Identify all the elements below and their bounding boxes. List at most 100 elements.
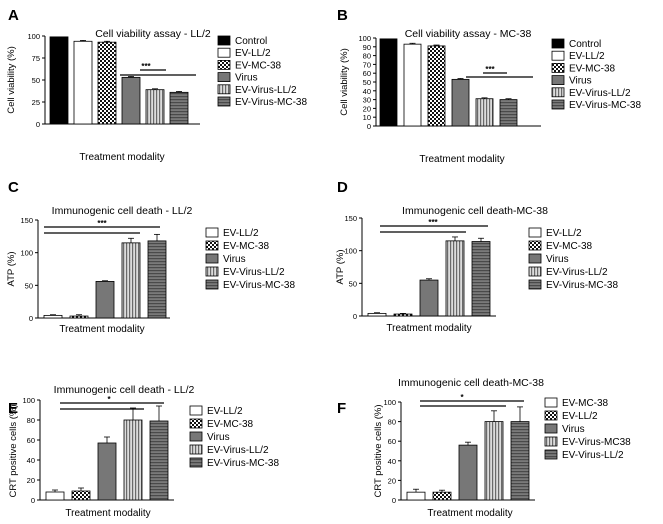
y-tick-label: 60 — [363, 69, 371, 78]
legend-label: Virus — [235, 73, 258, 84]
legend-label: Virus — [569, 76, 592, 87]
x-axis-label: Treatment modality — [386, 323, 471, 334]
y-tick-label: 90 — [363, 43, 371, 52]
legend-swatch — [217, 72, 231, 82]
legend-label: Virus — [207, 432, 230, 443]
legend-label: EV-LL/2 — [207, 406, 243, 417]
bar-ev-mc-38 — [406, 491, 426, 501]
legend-swatch — [528, 266, 542, 277]
bar-ev-ll-2 — [403, 43, 422, 127]
bar-virus — [97, 442, 117, 501]
bar-control — [379, 38, 398, 127]
bar-ev-virus-mc38 — [484, 421, 504, 501]
panel-letter: C — [8, 179, 19, 196]
chart-title: Immunogenic cell death-MC-38 — [402, 205, 548, 217]
y-tick-label: 40 — [363, 87, 371, 96]
legend-label: EV-LL/2 — [562, 411, 598, 422]
panel-letter: F — [337, 400, 346, 417]
y-tick-label: 25 — [32, 98, 40, 107]
legend-label: EV-Virus-LL/2 — [223, 267, 285, 278]
y-tick-label: 0 — [31, 496, 35, 505]
bar-virus — [121, 76, 141, 125]
legend-swatch — [217, 35, 231, 46]
legend-swatch — [217, 60, 231, 70]
y-tick-label: 150 — [20, 216, 33, 225]
legend-swatch — [551, 99, 565, 110]
bar-ev-virus-mc-38 — [169, 91, 189, 125]
significance-label: * — [460, 393, 464, 402]
legend-label: Control — [235, 36, 267, 47]
legend-swatch — [205, 240, 219, 251]
x-axis-label: Treatment modality — [419, 154, 504, 165]
legend-label: EV-Virus-MC-38 — [223, 280, 295, 291]
bar-ev-virus-ll-2 — [123, 419, 143, 501]
legend-label: EV-Virus-LL/2 — [569, 88, 631, 99]
bar-ev-virus-mc-38 — [471, 241, 491, 317]
significance-label: *** — [97, 219, 107, 228]
y-tick-label: 100 — [20, 249, 33, 258]
legend-swatch — [528, 279, 542, 290]
legend-swatch — [205, 227, 219, 238]
y-tick-label: 0 — [36, 120, 40, 129]
y-tick-label: 0 — [392, 496, 396, 505]
legend-swatch — [544, 436, 558, 447]
y-tick-label: 0 — [353, 312, 357, 321]
x-axis-label: Treatment modality — [79, 152, 164, 163]
legend-label: EV-Virus-MC38 — [562, 437, 631, 448]
legend-label: EV-Virus-LL/2 — [235, 85, 297, 96]
bar-ev-virus-mc-38 — [499, 99, 518, 127]
bar-ev-ll-2 — [73, 40, 93, 125]
y-tick-label: 50 — [349, 279, 357, 288]
legend-swatch — [189, 405, 203, 416]
chart-panel-d: D Immunogenic cell death-MC-38 0 50 100 150 AT… — [335, 179, 618, 334]
legend-label: EV-LL/2 — [569, 51, 605, 62]
legend-swatch — [551, 50, 565, 61]
bar-ev-ll-2 — [45, 491, 65, 501]
legend-label: EV-MC-38 — [235, 60, 282, 71]
legend-swatch — [189, 418, 203, 429]
legend-swatch — [551, 75, 565, 85]
legend-swatch — [217, 84, 231, 95]
y-tick-label: 50 — [32, 76, 40, 85]
legend-label: EV-Virus-LL/2 — [207, 445, 269, 456]
y-tick-label: 150 — [344, 214, 357, 223]
chart-title: Cell viability assay - LL/2 — [95, 28, 211, 40]
legend-label: Virus — [562, 424, 585, 435]
legend-swatch — [528, 253, 542, 264]
legend-label: EV-MC-38 — [207, 419, 254, 430]
y-axis-label: Cell viability (%) — [6, 46, 17, 114]
y-tick-label: 20 — [363, 104, 371, 113]
chart-panel-f: F Immunogenic cell death-MC-38 0 20 40 60 80 10… — [337, 377, 631, 519]
legend-swatch — [189, 457, 203, 468]
bar-ev-mc-38 — [97, 41, 117, 125]
legend-label: EV-MC-38 — [569, 63, 616, 74]
y-tick-label: 75 — [32, 54, 40, 63]
y-tick-label: 60 — [27, 436, 35, 445]
chart-panel-b: B Cell viability assay - MC-38 01020304050… — [337, 7, 641, 165]
y-tick-label: 100 — [27, 32, 40, 41]
y-tick-label: 0 — [367, 122, 371, 131]
legend-label: EV-MC-38 — [546, 241, 593, 252]
legend-swatch — [528, 240, 542, 251]
y-axis-label: ATP (%) — [335, 249, 346, 284]
y-tick-label: 100 — [383, 398, 396, 407]
legend-swatch — [551, 63, 565, 73]
chart-panel-c: C Immunogenic cell death - LL/2 0 50 100 150 A… — [6, 179, 295, 335]
chart-panel-a: A Cell viability assay - LL/2 0 25 50 75 100 Ce… — [6, 7, 307, 163]
legend-label: Virus — [546, 254, 569, 265]
bar-ev-virus-mc-38 — [147, 240, 167, 319]
significance-label: *** — [141, 62, 151, 71]
bar-ev-mc-38 — [71, 490, 91, 501]
significance-label: *** — [485, 65, 495, 74]
y-tick-label: 40 — [388, 457, 396, 466]
legend-swatch — [544, 423, 558, 434]
bar-control — [49, 36, 69, 125]
y-tick-label: 20 — [27, 476, 35, 485]
legend-label: EV-Virus-MC-38 — [546, 280, 618, 291]
bar-virus — [458, 444, 478, 501]
legend-label: EV-MC-38 — [562, 398, 609, 409]
bar-ev-virus-ll-2 — [445, 240, 465, 317]
bar-virus — [419, 279, 439, 317]
legend-swatch — [205, 266, 219, 277]
legend-swatch — [189, 431, 203, 442]
